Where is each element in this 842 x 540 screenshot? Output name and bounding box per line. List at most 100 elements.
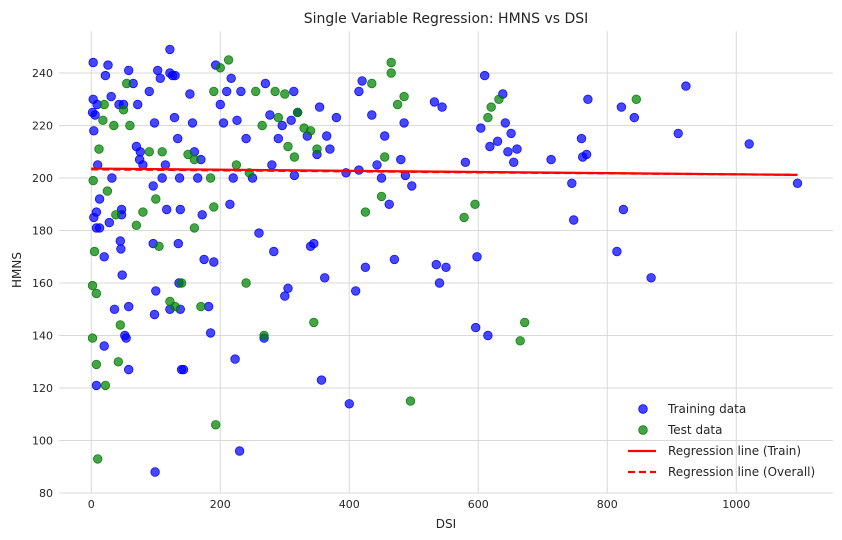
training-point <box>399 118 409 128</box>
y-tick-label: 140 <box>32 330 53 343</box>
training-point <box>230 354 240 364</box>
test-point <box>259 330 269 341</box>
test-point <box>99 99 109 110</box>
training-point <box>205 328 216 338</box>
training-point <box>471 322 481 333</box>
test-point <box>157 147 167 157</box>
test-point <box>102 186 113 196</box>
training-point <box>744 139 754 149</box>
training-point <box>280 291 290 301</box>
training-point <box>123 301 134 312</box>
training-point <box>197 210 207 220</box>
training-point <box>344 399 355 409</box>
test-point <box>631 94 642 105</box>
training-point <box>512 144 522 154</box>
test-point <box>270 86 280 97</box>
training-point <box>492 136 503 147</box>
training-point <box>673 128 683 139</box>
test-point <box>94 144 104 154</box>
test-point <box>380 152 390 162</box>
test-point <box>312 144 322 154</box>
training-point <box>115 236 126 246</box>
training-point <box>384 199 394 210</box>
test-point <box>87 333 98 343</box>
test-point <box>367 78 377 89</box>
y-tick-label: 200 <box>32 172 53 185</box>
legend-marker <box>638 425 648 435</box>
test-point <box>91 288 102 299</box>
test-point <box>292 107 303 118</box>
training-point <box>289 86 299 97</box>
training-point <box>165 44 175 55</box>
test-point <box>289 152 300 162</box>
training-point <box>316 375 327 385</box>
training-point <box>389 254 400 265</box>
training-point <box>123 364 134 375</box>
training-point <box>169 112 180 123</box>
test-point <box>115 320 126 330</box>
y-tick-label: 80 <box>39 487 53 500</box>
test-point <box>305 126 316 136</box>
x-tick-label: 1000 <box>722 498 750 511</box>
training-point <box>322 131 332 141</box>
training-point <box>646 273 656 283</box>
test-point <box>189 154 200 165</box>
test-point <box>138 207 148 217</box>
training-point <box>583 94 593 105</box>
training-point <box>441 262 451 273</box>
test-point <box>111 210 121 220</box>
training-point <box>135 147 146 157</box>
training-point <box>576 133 587 144</box>
training-point <box>434 278 445 288</box>
test-point <box>483 112 493 123</box>
training-point <box>567 178 577 189</box>
training-point <box>792 178 803 189</box>
legend-label: Regression line (Overall) <box>668 465 815 479</box>
test-point <box>144 147 155 157</box>
test-point <box>98 115 108 126</box>
y-axis-label: HMNS <box>10 252 24 288</box>
training-point <box>91 207 102 217</box>
training-point <box>269 246 279 257</box>
training-point <box>460 157 471 168</box>
training-point <box>376 173 387 183</box>
training-point <box>241 133 251 144</box>
training-point <box>109 304 120 315</box>
training-point <box>132 99 143 110</box>
training-point <box>172 133 183 144</box>
training-point <box>94 194 105 204</box>
training-point <box>236 86 246 97</box>
grid <box>59 31 833 494</box>
test-point <box>392 99 403 110</box>
plot-area: 0 200 400 600 800 1000 80 100 120 140 160 180 200 220… <box>32 31 833 511</box>
training-point <box>546 154 556 165</box>
training-point <box>372 160 382 170</box>
training-point <box>221 86 232 97</box>
regression-lines <box>91 167 798 176</box>
training-point <box>265 110 275 120</box>
training-point <box>506 128 516 139</box>
training-point <box>144 86 155 97</box>
training-point <box>155 73 166 84</box>
training-point <box>173 238 184 249</box>
test-point <box>486 102 496 112</box>
training-point <box>116 244 126 254</box>
training-point <box>354 86 364 97</box>
training-point <box>117 270 127 280</box>
training-point <box>396 154 406 165</box>
training-point <box>103 60 113 70</box>
x-tick-label: 600 <box>468 498 489 511</box>
training-point <box>192 173 203 183</box>
training-point <box>616 102 627 112</box>
test-point <box>459 212 469 223</box>
data-marks <box>87 44 803 477</box>
training-point <box>331 112 342 123</box>
training-point <box>314 102 325 112</box>
training-point <box>152 65 163 76</box>
training-point <box>569 215 579 225</box>
training-point <box>503 147 513 157</box>
test-point <box>273 112 284 123</box>
training-point <box>178 364 189 375</box>
x-tick-label: 200 <box>210 498 231 511</box>
